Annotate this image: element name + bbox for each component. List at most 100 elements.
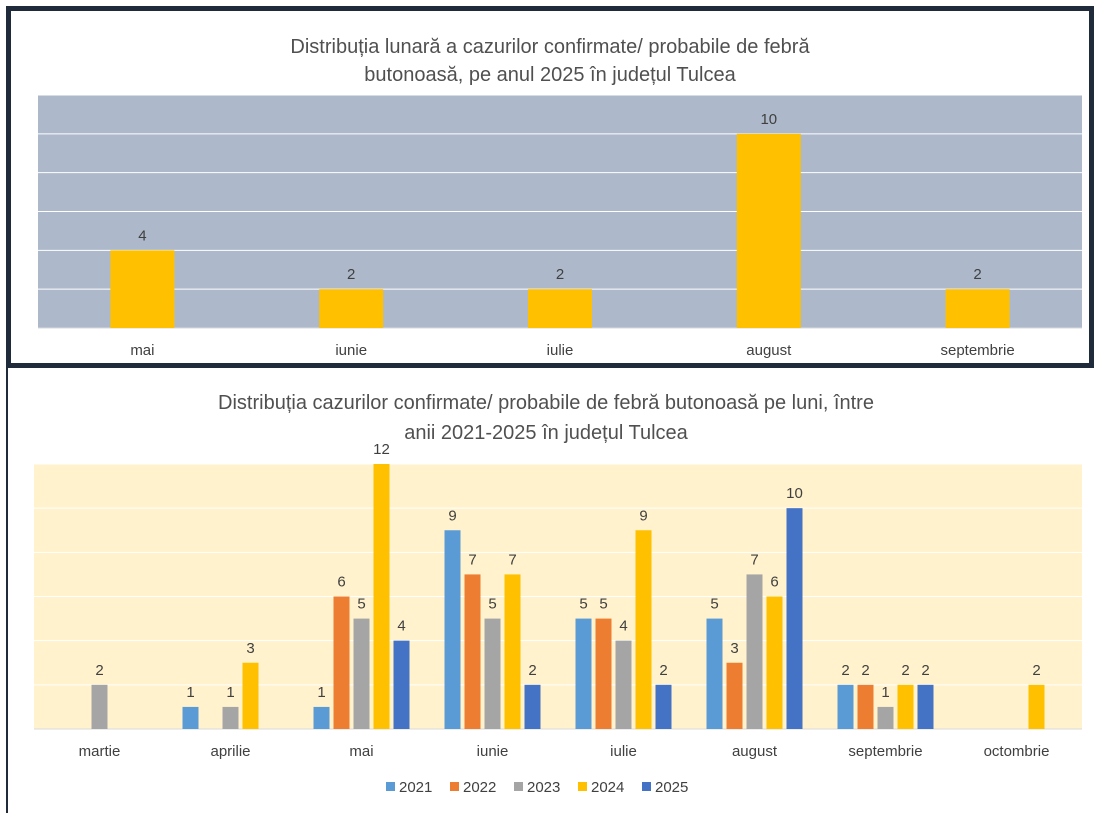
chart1-data-label: 2 [973,266,981,283]
chart2-bar-2022 [333,596,350,729]
chart1-data-label: 4 [138,227,146,244]
chart2-bar-2022 [726,662,743,729]
chart1-category-label: septembrie [940,342,1014,359]
chart2-category-label: septembrie [848,743,922,760]
chart2-bar-2025 [655,684,672,729]
chart2-bar-2021 [444,530,461,729]
chart1-bar [945,289,1010,328]
chart-monthly-2025: Distribuția lunară a cazurilor confirmat… [38,36,1082,359]
chart2-data-label: 10 [786,485,803,502]
chart2-bar-2021 [313,706,330,729]
chart2-bar-2021 [837,684,854,729]
chart2-data-label: 7 [750,551,758,568]
chart2-category-label: august [732,743,778,760]
chart2-data-label: 4 [397,618,405,635]
chart2-bar-2023 [615,640,632,729]
chart2-data-label: 1 [226,684,234,701]
chart2-category-label: martie [79,743,121,760]
chart1-category-label: iulie [547,342,574,359]
chart2-data-label: 5 [710,596,718,613]
chart2-category-label: octombrie [984,743,1050,760]
chart2-category-label: iulie [610,743,637,760]
chart2-bar-2024 [766,596,783,729]
chart-panel-2021-2025: Distribuția cazurilor confirmate/ probab… [6,368,1094,813]
chart2-data-label: 12 [373,441,390,458]
chart2-category-label: aprilie [210,743,250,760]
chart2-bar-2024 [1028,684,1045,729]
chart1-data-label: 2 [347,266,355,283]
chart1-title-line2: butonoasă, pe anul 2025 în județul Tulce… [364,64,736,86]
legend-swatch-2022 [450,782,459,791]
chart2-data-label: 1 [881,684,889,701]
legend-swatch-2023 [514,782,523,791]
chart2-bar-2022 [595,618,612,729]
chart2-bar-2024 [242,662,259,729]
chart2-data-label: 2 [861,662,869,679]
chart1-category-label: august [746,342,792,359]
chart2-data-label: 9 [639,507,647,524]
chart2-data-label: 2 [841,662,849,679]
chart2-data-label: 7 [468,551,476,568]
chart2-data-label: 2 [528,662,536,679]
chart1-category-label: mai [130,342,154,359]
chart2-data-label: 5 [357,596,365,613]
chart2-bar-2024 [635,530,652,729]
chart2-bar-2021 [575,618,592,729]
chart2-bar-2025 [786,508,803,729]
chart2-bar-2023 [877,706,894,729]
chart2-data-label: 3 [246,640,254,657]
legend-label-2025: 2025 [655,779,688,796]
chart2-data-label: 9 [448,507,456,524]
chart2-bar-2025 [393,640,410,729]
legend-swatch-2025 [642,782,651,791]
chart2-data-label: 6 [337,574,345,591]
chart2-data-label: 5 [599,596,607,613]
chart2-category-label: iunie [477,743,509,760]
chart2-data-label: 5 [579,596,587,613]
chart2-data-label: 7 [508,551,516,568]
legend-label-2024: 2024 [591,779,624,796]
chart2-bar-2023 [91,684,108,729]
chart2-bar-2023 [746,574,763,729]
chart2-data-label: 2 [901,662,909,679]
chart1-data-label: 10 [760,111,777,128]
chart2-bar-2022 [857,684,874,729]
chart2-data-label: 2 [95,662,103,679]
chart2-bar-2023 [484,618,501,729]
legend-label-2021: 2021 [399,779,432,796]
chart1-bar [110,250,175,328]
chart1-bar [319,289,384,328]
chart1-bar [528,289,592,328]
chart1-bar [736,133,801,328]
chart2-data-label: 2 [659,662,667,679]
chart2-bar-2025 [524,684,541,729]
chart2-bar-2021 [182,706,199,729]
chart2-data-label: 6 [770,574,778,591]
chart2-bar-2025 [917,684,934,729]
chart2-bar-2022 [464,574,481,729]
chart1-data-label: 2 [556,266,564,283]
legend-label-2023: 2023 [527,779,560,796]
chart2-data-label: 4 [619,618,627,635]
chart1-category-label: iunie [335,342,367,359]
chart2-bar-2024 [897,684,914,729]
chart2-data-label: 5 [488,596,496,613]
chart-monthly-2021-2025: Distribuția cazurilor confirmate/ probab… [34,392,1082,796]
chart2-bar-2024 [504,574,521,729]
chart2-bar-2024 [373,464,390,729]
chart2-bar-2023 [222,706,239,729]
chart2-data-label: 2 [1032,662,1040,679]
chart-panel-2025: Distribuția lunară a cazurilor confirmat… [6,6,1094,368]
legend-label-2022: 2022 [463,779,496,796]
legend-swatch-2024 [578,782,587,791]
chart2-title-line2: anii 2021-2025 în județul Tulcea [404,422,688,444]
chart2-title-line1: Distribuția cazurilor confirmate/ probab… [218,392,874,414]
legend-swatch-2021 [386,782,395,791]
chart2-bar-2023 [353,618,370,729]
chart2-category-label: mai [349,743,373,760]
chart2-data-label: 3 [730,640,738,657]
chart2-data-label: 2 [921,662,929,679]
chart2-data-label: 1 [317,684,325,701]
chart2-bar-2021 [706,618,723,729]
chart2-data-label: 1 [186,684,194,701]
